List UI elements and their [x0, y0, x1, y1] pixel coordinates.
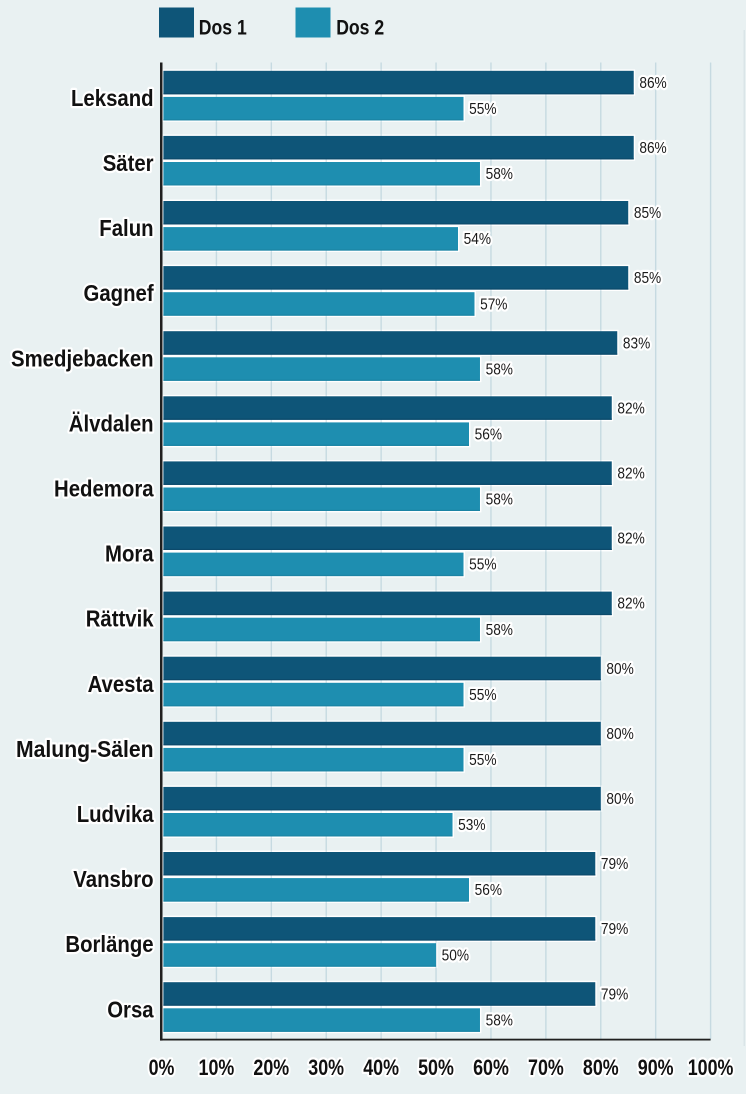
svg-text:50%: 50%: [442, 947, 470, 964]
svg-text:Säter: Säter: [103, 150, 154, 176]
svg-text:30%: 30%: [308, 1055, 344, 1080]
svg-text:55%: 55%: [469, 687, 497, 704]
svg-text:82%: 82%: [617, 596, 645, 613]
svg-text:Dos 1: Dos 1: [199, 17, 247, 40]
svg-text:79%: 79%: [601, 921, 629, 938]
svg-text:85%: 85%: [634, 205, 662, 222]
svg-text:80%: 80%: [606, 726, 634, 743]
svg-text:58%: 58%: [486, 361, 514, 378]
svg-text:Borlänge: Borlänge: [65, 931, 153, 957]
svg-text:Ludvika: Ludvika: [77, 801, 154, 827]
svg-text:Rättvik: Rättvik: [86, 606, 154, 632]
svg-text:Älvdalen: Älvdalen: [69, 410, 154, 436]
svg-text:82%: 82%: [617, 466, 645, 483]
svg-text:Gagnef: Gagnef: [84, 280, 154, 306]
svg-text:58%: 58%: [486, 1012, 514, 1029]
svg-text:86%: 86%: [639, 75, 667, 92]
svg-text:85%: 85%: [634, 270, 662, 287]
svg-text:0%: 0%: [149, 1055, 175, 1080]
svg-text:83%: 83%: [623, 335, 651, 352]
svg-text:Orsa: Orsa: [107, 996, 154, 1022]
svg-text:Falun: Falun: [99, 215, 153, 241]
svg-text:100%: 100%: [688, 1055, 734, 1080]
svg-text:82%: 82%: [617, 400, 645, 417]
svg-text:60%: 60%: [473, 1055, 509, 1080]
svg-text:55%: 55%: [469, 557, 497, 574]
svg-text:58%: 58%: [486, 492, 514, 509]
svg-text:Vansbro: Vansbro: [73, 866, 153, 892]
svg-text:70%: 70%: [528, 1055, 564, 1080]
svg-text:57%: 57%: [480, 296, 508, 313]
svg-text:80%: 80%: [583, 1055, 619, 1080]
svg-text:58%: 58%: [486, 166, 514, 183]
svg-text:79%: 79%: [601, 986, 629, 1003]
svg-text:56%: 56%: [475, 882, 503, 899]
svg-text:80%: 80%: [606, 661, 634, 678]
svg-text:50%: 50%: [418, 1055, 454, 1080]
svg-text:86%: 86%: [639, 140, 667, 157]
svg-text:Leksand: Leksand: [71, 85, 154, 111]
svg-text:80%: 80%: [606, 791, 634, 808]
svg-text:58%: 58%: [486, 622, 514, 639]
svg-text:40%: 40%: [363, 1055, 399, 1080]
svg-text:Dos 2: Dos 2: [336, 17, 384, 40]
svg-text:54%: 54%: [464, 231, 492, 248]
svg-text:Avesta: Avesta: [88, 671, 154, 697]
svg-text:55%: 55%: [469, 752, 497, 769]
svg-text:Malung-Sälen: Malung-Sälen: [16, 736, 154, 762]
svg-text:56%: 56%: [475, 427, 503, 444]
svg-text:10%: 10%: [199, 1055, 235, 1080]
svg-text:20%: 20%: [253, 1055, 289, 1080]
svg-text:Hedemora: Hedemora: [54, 476, 154, 502]
svg-text:Mora: Mora: [105, 541, 154, 567]
svg-text:90%: 90%: [638, 1055, 674, 1080]
svg-text:55%: 55%: [469, 101, 497, 118]
svg-text:53%: 53%: [458, 817, 486, 834]
svg-text:79%: 79%: [601, 856, 629, 873]
svg-text:82%: 82%: [617, 531, 645, 548]
svg-text:Smedjebacken: Smedjebacken: [11, 345, 154, 371]
